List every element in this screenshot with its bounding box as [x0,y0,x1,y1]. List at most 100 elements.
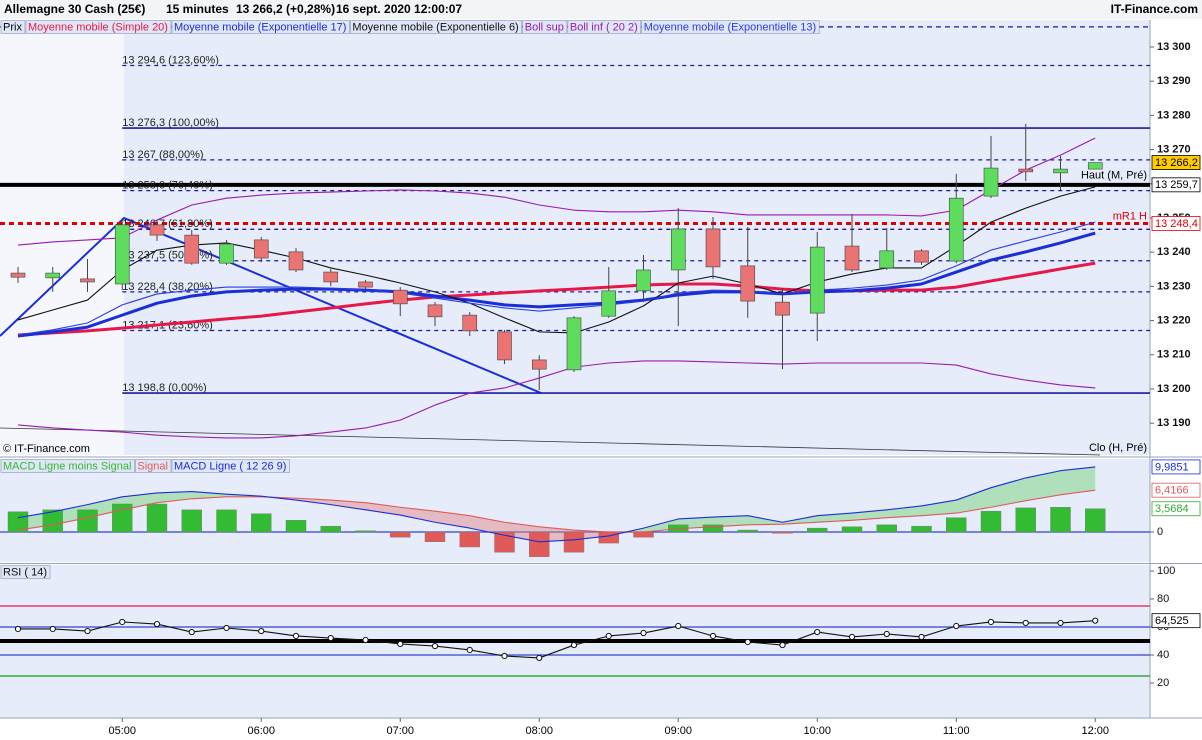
fibonacci-label: 13 198,8 (0,00%) [122,382,206,394]
candle-body [948,197,964,262]
bar [146,503,168,533]
candle-body [601,290,617,317]
bar [181,509,202,533]
candle-body [288,251,304,271]
series-point [570,641,578,649]
fibonacci-label: 13 294,6 (123,60%) [122,54,219,66]
bar [42,509,63,533]
y-tick-label: 13 230 [1157,280,1191,292]
series-point [675,622,682,630]
series-point [640,629,647,637]
y-tick-label: 20 [1157,677,1169,689]
x-tick-label: 07:00 [386,725,414,737]
legend-box [641,20,820,34]
interval: 15 minutes [166,2,229,16]
series-line [18,620,1096,659]
candle-body [809,246,825,314]
series-point [779,641,786,649]
candle-body [566,317,582,371]
bar [807,527,828,533]
legend-box [171,20,350,34]
candle-body [392,289,408,305]
legend-box [25,20,172,34]
series-point [536,654,543,662]
bar [563,531,585,553]
series-point [153,620,161,628]
legend-item: Boll inf ( 20 2) [567,20,642,34]
y-tick-label: 13 220 [1157,315,1191,327]
candle-body [497,331,512,361]
legend-label: MACD Ligne moins Signal [3,460,131,472]
bar [911,525,932,533]
series-point [431,642,439,650]
bar [355,530,376,533]
fibonacci-label: 13 246,7 (61,80%) [122,218,213,230]
price-panel-left [0,20,124,455]
value-badge-box [1151,613,1201,629]
y-tick-label: 13 240 [1157,246,1191,258]
y-tick-label: 13 200 [1157,383,1191,395]
candle-body [1053,168,1068,174]
y-tick-label: 0 [1157,526,1163,538]
legend-box [567,20,642,34]
series-point [84,627,91,635]
bar [702,524,724,533]
legend-label: MACD Ligne ( 12 26 9) [174,460,287,472]
level-badge: 13 259,7 [1155,179,1198,191]
series-line [17,360,1096,439]
level-name: mR1 H [1113,210,1147,222]
candle-body [879,250,895,269]
fibonacci-label: 13 228,4 (38,20%) [122,281,213,293]
series-point [883,630,890,638]
candle-body [114,224,130,285]
legend-item: RSI ( 14) [0,565,51,579]
candle-body [705,228,721,268]
series-point [1057,619,1064,627]
bar [598,531,619,544]
macd-fill [921,500,957,516]
series-point [223,624,230,632]
bar [320,525,341,533]
datetime: 16 sept. 2020 12:00:07 [336,2,462,16]
bar [876,524,897,533]
series-point [292,632,300,640]
legend-box [0,459,135,473]
macd-fill [435,511,470,529]
legend-label: Boll inf ( 20 2) [570,21,638,33]
series-point [49,625,56,633]
bar [772,531,793,534]
legend-box [171,459,290,473]
level-name: Haut (M, Pré) [1081,170,1147,182]
candle-body [80,278,95,283]
series-point [848,633,856,641]
candle-body [844,245,860,271]
bar [285,520,307,533]
y-tick-label: 13 290 [1157,75,1191,87]
macd-fill [956,487,991,514]
series-line [17,261,1096,337]
bar [737,529,758,533]
macd-fill [747,515,783,525]
candle-body [1087,162,1103,170]
y-tick-label: 80 [1157,593,1169,605]
legend-item: MACD Ligne moins Signal [0,459,135,473]
candle-body [1018,168,1034,173]
value-badge-box [1151,459,1201,475]
series-point [258,627,265,635]
candle-body [983,167,999,197]
candle-body [45,272,61,279]
value-badge: 9,9851 [1155,461,1189,473]
series-line [17,231,1096,338]
series-point [1022,619,1029,627]
fibonacci-trace [0,216,542,394]
value-badge-box [1151,482,1201,498]
site: IT-Finance.com [1111,2,1198,16]
y-tick-label: 13 270 [1157,144,1191,156]
bar [494,531,515,553]
legend-label: Moyenne mobile (Simple 20) [28,21,168,33]
series-point [918,633,925,641]
y-tick-label: 13 300 [1157,41,1191,53]
instrument: Allemagne 30 Cash (25€) [4,2,145,16]
legend-item: Signal [135,459,172,473]
